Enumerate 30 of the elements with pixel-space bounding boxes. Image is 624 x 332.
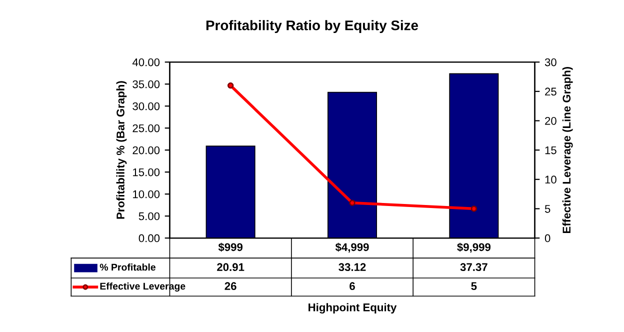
y2-tick-label: 5 <box>544 205 550 213</box>
y-tick-label: 40.00 <box>132 58 160 66</box>
x-tick-label: $9,999 <box>457 242 491 253</box>
data-label: 33.12 <box>338 263 366 272</box>
y-tick-label: 35.00 <box>132 80 160 88</box>
x-tick-label: $4,999 <box>335 242 369 253</box>
y2-tick-label: 15 <box>545 146 556 154</box>
y-tick-label: 15.00 <box>133 168 160 176</box>
y2-axis-title: Effective Leverage (Line Graph) <box>562 66 573 233</box>
y-tick-label: 0.00 <box>138 234 160 242</box>
data-label: 37.37 <box>460 263 488 272</box>
x-axis-title: Highpoint Equity <box>308 303 397 314</box>
y2-tick-label: 20 <box>545 117 556 125</box>
y-axis-title: Profitability % (Bar Graph) <box>116 81 127 219</box>
data-label: 5 <box>471 282 477 290</box>
y-tick-label: 30.00 <box>132 102 160 110</box>
y-tick-label: 5.00 <box>138 212 160 220</box>
y2-tick-label: 30 <box>544 58 556 66</box>
y-tick-label: 20.00 <box>132 146 160 154</box>
x-tick-label: $999 <box>218 242 243 252</box>
y-tick-label: 25.00 <box>132 124 160 132</box>
y2-tick-label: 0 <box>544 234 550 242</box>
data-label: 6 <box>350 282 355 290</box>
legend-label: % Profitable <box>100 264 156 271</box>
chart-title: Profitability Ratio by Equity Size <box>206 20 418 34</box>
data-label: 20.91 <box>217 263 244 272</box>
y2-tick-label: 10 <box>545 176 556 184</box>
y2-tick-label: 25 <box>545 88 556 96</box>
y-tick-label: 10.00 <box>133 190 160 198</box>
data-label: 26 <box>224 282 236 290</box>
